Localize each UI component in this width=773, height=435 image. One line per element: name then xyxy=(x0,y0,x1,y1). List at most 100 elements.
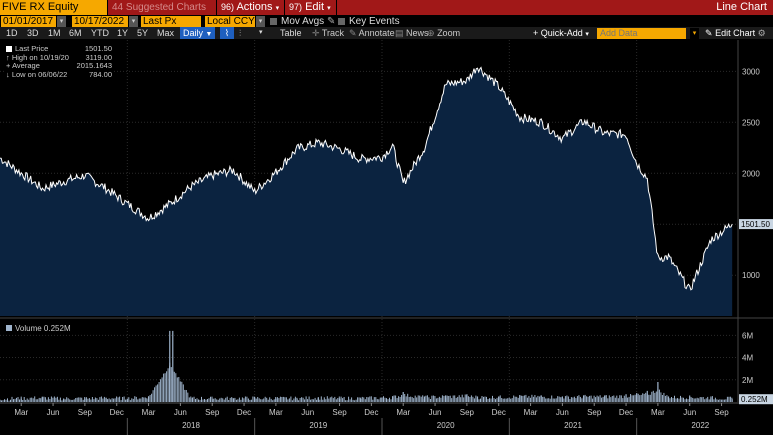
top-toolbar: FIVE RX Equity 44 Suggested Charts 96) A… xyxy=(0,0,773,15)
low-value: 784.00 xyxy=(89,69,112,79)
month-tick-label: Sep xyxy=(587,408,602,417)
chevron-down-icon[interactable]: ▾ xyxy=(57,16,66,27)
annotate-label: Annotate xyxy=(358,28,395,38)
average-value: 2015.1643 xyxy=(76,61,112,70)
plus-minus-icon: + xyxy=(6,61,11,70)
month-tick-label: Mar xyxy=(396,408,410,417)
period-3d[interactable]: 3D xyxy=(27,28,39,38)
line-chart[interactable]: 100015002000250030001501.50 2M4M6M0.252M… xyxy=(0,39,773,435)
price-series-line xyxy=(0,66,733,291)
month-tick-label: Mar xyxy=(14,408,28,417)
period-ytd[interactable]: YTD xyxy=(91,28,109,38)
period-6m[interactable]: 6M xyxy=(69,28,82,38)
chevron-down-icon: ▾ xyxy=(327,5,331,12)
period-bar: 1D 3D 1M 6M YTD 1Y 5Y Max Daily ▼ ⌇ ⫶ ▾ … xyxy=(0,27,773,39)
actions-menu[interactable]: 96) Actions ▾ xyxy=(217,0,284,15)
low-label: Low on 06/06/22 xyxy=(11,69,68,79)
month-tick-label: Dec xyxy=(110,408,124,417)
chevron-down-icon[interactable]: ▾ xyxy=(690,28,699,39)
add-data-input[interactable] xyxy=(597,28,686,39)
legend-high: ↑ High on 10/19/20 3119.00 xyxy=(4,52,114,63)
last-volume-tag xyxy=(739,394,773,405)
crosshair-icon: ✛ xyxy=(312,28,320,38)
bar-chart-icon[interactable]: ⫶ xyxy=(239,28,242,38)
zoom-tool[interactable]: ⊕ Zoom xyxy=(427,27,460,39)
period-5y[interactable]: 5Y xyxy=(137,28,149,38)
month-tick-label: Sep xyxy=(714,408,729,417)
month-tick-label: Mar xyxy=(142,408,156,417)
price-field-select[interactable]: Last Px xyxy=(141,16,201,27)
key-events-label: Key Events xyxy=(349,16,400,27)
month-tick-label: Jun xyxy=(429,408,442,417)
price-tick-label: 2500 xyxy=(742,118,760,127)
ticker-field[interactable]: FIVE RX Equity xyxy=(0,0,107,15)
volume-tick-label: 4M xyxy=(742,354,753,363)
price-tick-label: 1000 xyxy=(742,271,760,280)
chevron-down-icon[interactable]: ▾ xyxy=(256,16,265,27)
chevron-down-icon[interactable]: ▾ xyxy=(259,29,263,36)
frequency-select[interactable]: Daily ▼ xyxy=(180,27,216,39)
high-value: 3119.00 xyxy=(85,52,112,62)
gear-icon: ⚙ xyxy=(757,28,766,38)
pencil-icon: ✎ xyxy=(705,28,713,38)
month-tick-label: Sep xyxy=(332,408,347,417)
end-date-field[interactable]: 10/17/2022 xyxy=(72,16,128,27)
month-tick-label: Mar xyxy=(269,408,283,417)
last-price-label: Last Price xyxy=(15,44,49,53)
edit-chart-button[interactable]: ✎ Edit Chart ⚙ xyxy=(705,27,766,39)
chevron-down-icon: ▾ xyxy=(275,5,280,12)
annotate-tool[interactable]: ✎ Annotate xyxy=(349,27,395,39)
period-1d[interactable]: 1D xyxy=(6,28,18,38)
month-tick-label: Dec xyxy=(364,408,378,417)
month-tick-label: Jun xyxy=(47,408,60,417)
volume-value: 0.252M xyxy=(43,324,71,333)
actions-label: Actions xyxy=(236,1,273,13)
month-tick-label: Dec xyxy=(619,408,633,417)
period-max[interactable]: Max xyxy=(157,28,175,38)
key-events-toggle[interactable]: Key Events xyxy=(338,16,400,27)
zoom-icon: ⊕ xyxy=(427,28,435,38)
year-tick-label: 2018 xyxy=(182,421,200,430)
quick-add-label: Quick-Add xyxy=(540,28,583,38)
month-tick-label: Sep xyxy=(460,408,475,417)
table-button[interactable]: Table xyxy=(280,28,302,38)
settings-bar: 01/01/2017 ▾ 10/17/2022 ▾ Last Px Local … xyxy=(0,15,773,27)
month-tick-label: Jun xyxy=(174,408,187,417)
chart-legend: Last Price 1501.50 ↑ High on 10/19/20 31… xyxy=(4,44,114,79)
edit-menu[interactable]: 97) Edit ▾ xyxy=(285,0,336,15)
start-date-field[interactable]: 01/01/2017 xyxy=(1,16,56,27)
last-price-tag-label: 1501.50 xyxy=(741,220,770,229)
average-label: Average xyxy=(12,61,40,70)
month-tick-label: Jun xyxy=(301,408,314,417)
price-area-fill xyxy=(0,67,733,316)
month-tick-label: Mar xyxy=(651,408,665,417)
period-1m[interactable]: 1M xyxy=(48,28,61,38)
quick-add-button[interactable]: + Quick-Add ▾ xyxy=(533,27,589,39)
volume-tick-label: 6M xyxy=(742,331,753,340)
month-tick-label: Jun xyxy=(556,408,569,417)
pencil-icon: ✎ xyxy=(326,16,336,27)
zoom-label: Zoom xyxy=(437,28,461,38)
month-tick-label: Sep xyxy=(205,408,220,417)
high-label: High on 10/19/20 xyxy=(11,52,69,62)
line-chart-icon[interactable]: ⌇ xyxy=(220,27,234,39)
price-area xyxy=(0,66,733,316)
chevron-down-icon[interactable]: ▾ xyxy=(129,16,138,27)
edit-label: Edit xyxy=(305,1,325,13)
edit-chart-label: Edit Chart xyxy=(715,28,756,38)
chevron-down-icon: ▾ xyxy=(585,31,589,38)
news-tool[interactable]: ▤ News xyxy=(395,27,429,39)
page-title: Line Chart xyxy=(337,0,773,15)
track-tool[interactable]: ✛ Track xyxy=(312,27,344,39)
legend-last-price: Last Price 1501.50 xyxy=(4,44,114,54)
period-1y[interactable]: 1Y xyxy=(117,28,129,38)
volume-swatch xyxy=(6,325,12,331)
currency-select[interactable]: Local CCY xyxy=(205,16,255,27)
last-price-value: 1501.50 xyxy=(84,44,112,53)
suggested-charts-button[interactable]: 44 Suggested Charts xyxy=(108,0,216,15)
volume-axis: 2M 4M 6M 0.252M xyxy=(739,331,773,405)
checkbox-icon xyxy=(270,17,277,25)
chevron-down-icon: ▼ xyxy=(205,31,213,38)
mov-avgs-toggle[interactable]: Mov Avgs ✎ xyxy=(270,16,335,27)
arrow-down-icon: ↓ xyxy=(6,69,10,79)
